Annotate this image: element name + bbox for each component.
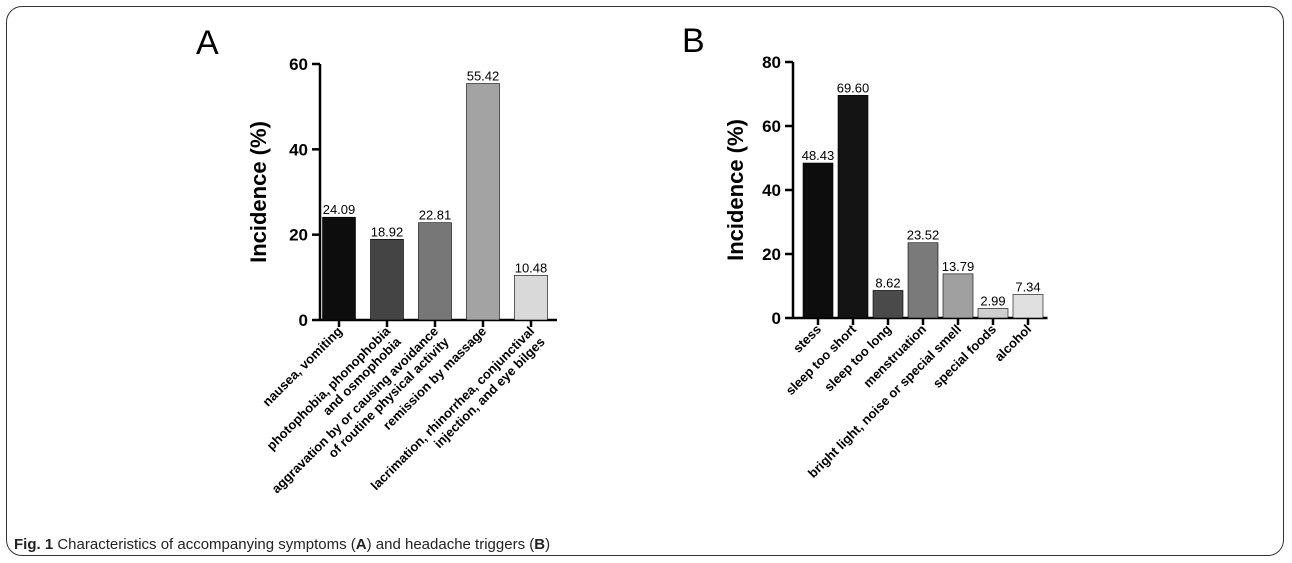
panel-a-value-label: 18.92 [371,224,404,239]
panel-b-bar [837,94,869,319]
panel-b-bar [942,273,974,319]
panel-a-y-axis-label: Incidence (%) [246,121,271,263]
panel-b-value-label: 8.62 [875,275,900,290]
panel-b-category-label-line: alcohol [991,322,1034,365]
panel-a-bar [370,238,404,321]
panel-b-category-label: special foods [930,322,999,391]
panel-a-y-tick-label: 0 [299,311,308,330]
panel-b-bar [907,242,939,319]
panel-a-y-tick-label: 60 [289,55,308,74]
panel-a-bar [418,222,452,321]
panel-b-value-label: 2.99 [980,293,1005,308]
panel-a-label: A [196,24,219,62]
panel-b-y-tick-label: 60 [762,117,781,136]
panel-b-value-label: 69.60 [837,80,870,95]
panel-a-category-label-line: injection, and eye bilges [431,334,548,451]
panel-b-y-axis-label: Incidence (%) [723,119,748,261]
figure-frame [6,6,1284,556]
panel-a-bar [466,83,500,321]
panel-b-value-label: 23.52 [907,228,940,243]
panel-b-category-label: alcohol [991,322,1034,365]
panel-b-value-label: 7.34 [1015,280,1040,295]
caption-text-3: ) [545,536,551,553]
panel-b-bar [1012,294,1044,319]
caption-label: Fig. 1 [14,536,54,553]
panel-b-value-label: 13.79 [942,259,975,274]
panel-b-bar [802,162,834,319]
caption-text-2: ) and headache triggers ( [366,536,535,553]
panel-a-y-tick-label: 40 [289,140,308,159]
caption-text-1: Characteristics of accompanying symptoms… [53,536,356,553]
panel-a-value-label: 24.09 [323,202,356,217]
panel-a-category-label-line: aggravation by or causing avoidance [269,324,442,497]
panel-b-y-tick-label: 20 [762,245,781,264]
panel-a-value-label: 22.81 [419,208,452,223]
panel-b-y-tick-label: 40 [762,181,781,200]
panel-b-label: B [682,22,705,60]
panel-a-value-label: 55.42 [467,69,500,84]
panel-b-y-tick-label: 0 [772,309,781,328]
panel-a-bar [322,216,356,321]
panel-b-bar [872,290,904,319]
panel-a-y-tick-label: 20 [289,226,308,245]
panel-a-value-label: 10.48 [515,260,548,275]
figure-caption: Fig. 1 Characteristics of accompanying s… [14,536,550,553]
panel-b-value-label: 48.43 [802,148,835,163]
caption-ref-a: A [355,536,367,553]
caption-ref-b: B [534,536,546,553]
panel-b-bar [977,308,1009,319]
panel-b-category-label-line: special foods [930,322,999,391]
panel-a-bar [514,274,548,321]
panel-b-y-tick-label: 80 [762,53,781,72]
